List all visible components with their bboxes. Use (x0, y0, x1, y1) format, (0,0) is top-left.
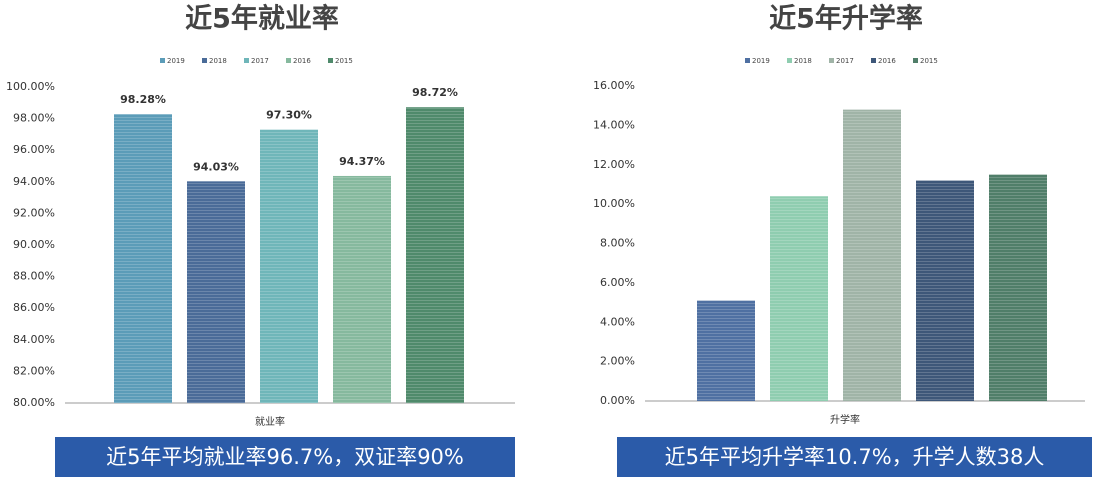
y-tick-label: 96.00% (13, 143, 55, 156)
bar-texture (333, 175, 391, 403)
y-tick-label: 80.00% (13, 396, 55, 409)
y-tick-label: 82.00% (13, 364, 55, 377)
value-label: 97.30% (266, 109, 312, 122)
bar-texture (114, 114, 172, 404)
banner-text: 近5年平均就业率96.7%，双证率90% (106, 445, 464, 469)
y-tick-label: 8.00% (600, 237, 635, 250)
legend-swatch (787, 58, 792, 63)
chart-title: 近5年就业率 (185, 3, 339, 35)
y-tick-label: 12.00% (593, 158, 635, 171)
legend-label: 2017 (251, 57, 269, 65)
legend-swatch (244, 58, 249, 63)
legend-swatch (286, 58, 291, 63)
legend-swatch (745, 58, 750, 63)
y-tick-label: 88.00% (13, 270, 55, 283)
y-tick-label: 14.00% (593, 118, 635, 131)
legend-swatch (160, 58, 165, 63)
value-label: 98.72% (412, 86, 458, 99)
bar-texture (187, 181, 245, 403)
y-tick-label: 92.00% (13, 206, 55, 219)
legend-label: 2015 (920, 57, 938, 65)
bar-texture (916, 180, 974, 401)
legend-label: 2018 (794, 57, 812, 65)
legend-label: 2019 (752, 57, 770, 65)
banner-text: 近5年平均升学率10.7%，升学人数38人 (665, 445, 1045, 469)
y-tick-label: 6.00% (600, 276, 635, 289)
chart-title: 近5年升学率 (769, 3, 923, 35)
legend-label: 2018 (209, 57, 227, 65)
bar-texture (406, 107, 464, 403)
y-tick-label: 2.00% (600, 355, 635, 368)
y-tick-label: 84.00% (13, 333, 55, 346)
legend-swatch (202, 58, 207, 63)
y-tick-label: 10.00% (593, 197, 635, 210)
legend-swatch (913, 58, 918, 63)
bar-texture (843, 109, 901, 401)
bar-texture (260, 129, 318, 403)
bar-texture (697, 300, 755, 401)
x-tick-label: 升学率 (830, 413, 860, 426)
bar-texture (989, 174, 1047, 401)
y-tick-label: 16.00% (593, 79, 635, 92)
x-tick-label: 就业率 (255, 415, 285, 428)
bar-texture (770, 196, 828, 401)
y-tick-label: 98.00% (13, 112, 55, 125)
legend-label: 2016 (878, 57, 896, 65)
value-label: 94.37% (339, 155, 385, 168)
y-tick-label: 90.00% (13, 238, 55, 251)
y-tick-label: 94.00% (13, 175, 55, 188)
value-label: 98.28% (120, 93, 166, 106)
banner (55, 437, 515, 477)
legend-label: 2017 (836, 57, 854, 65)
banner (617, 437, 1092, 477)
value-label: 94.03% (193, 160, 239, 173)
legend-label: 2019 (167, 57, 185, 65)
legend-label: 2016 (293, 57, 311, 65)
y-tick-label: 86.00% (13, 301, 55, 314)
legend-swatch (829, 58, 834, 63)
legend-label: 2015 (335, 57, 353, 65)
legend-swatch (871, 58, 876, 63)
legend-swatch (328, 58, 333, 63)
y-tick-label: 100.00% (6, 80, 55, 93)
y-tick-label: 0.00% (600, 394, 635, 407)
y-tick-label: 4.00% (600, 315, 635, 328)
